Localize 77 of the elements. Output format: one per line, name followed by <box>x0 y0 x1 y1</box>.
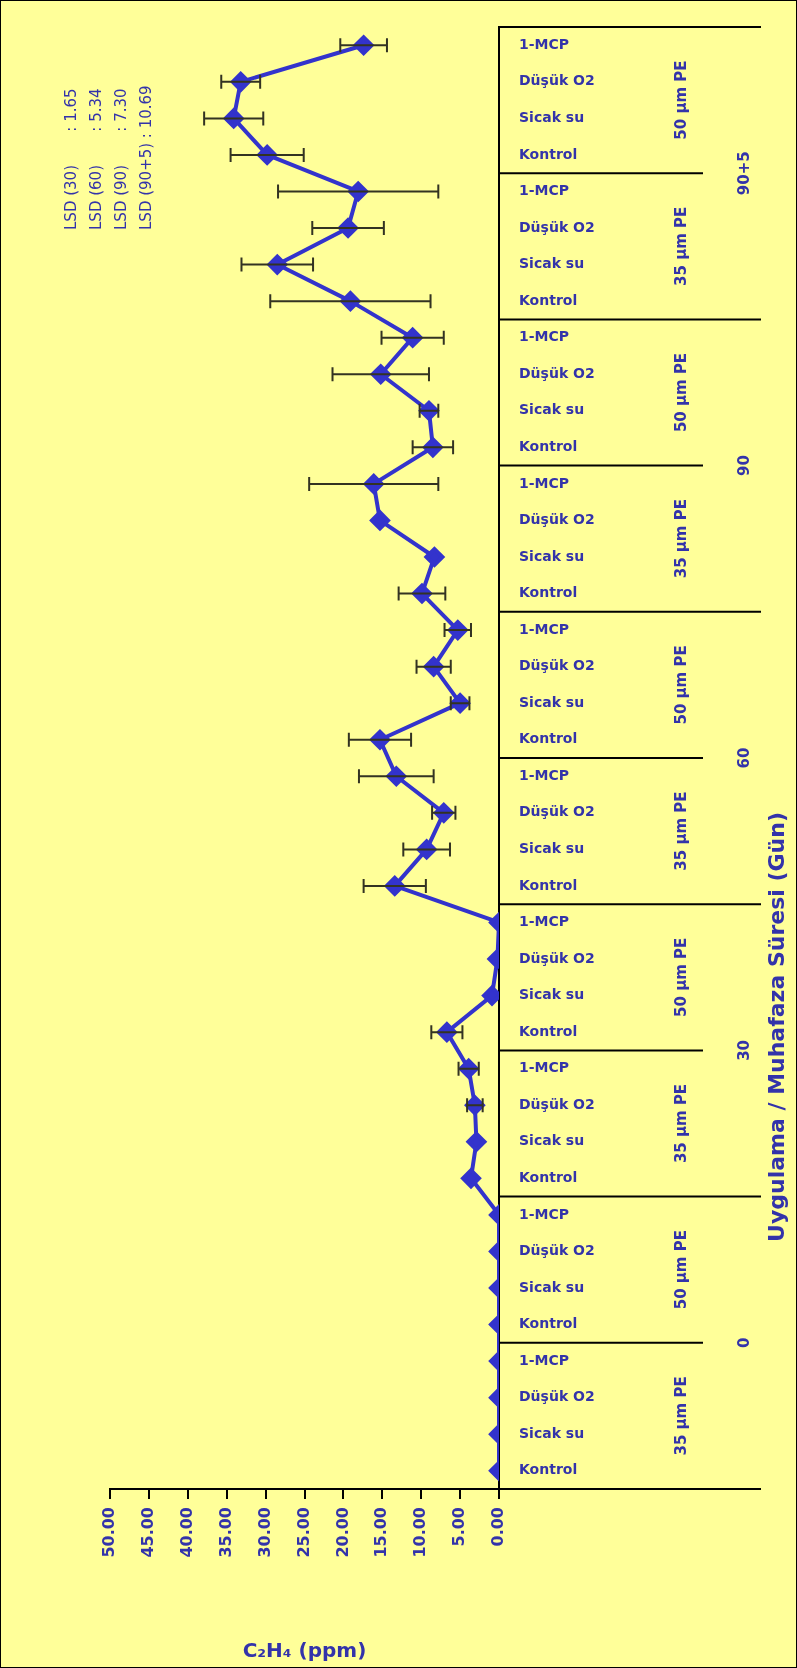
y-tick-label: Kontrol <box>519 145 578 162</box>
text: 0 <box>734 1337 753 1349</box>
y-tick-label: Düşük O2 <box>519 364 595 381</box>
x-tick-label: 35.00 <box>215 1507 235 1558</box>
x-tick-label: 45.00 <box>138 1507 158 1558</box>
text: 90 <box>734 455 753 477</box>
text: 50 µm PE <box>671 352 690 433</box>
point <box>369 510 390 531</box>
y-tick-label: 1-MCP <box>519 182 570 199</box>
text: 60 <box>734 747 753 769</box>
annotation: LSD (90) : 7.30 <box>111 88 130 230</box>
y-tick-label: Kontrol <box>519 876 578 893</box>
y-tick-label: 1-MCP <box>519 328 570 345</box>
point <box>466 1131 487 1152</box>
y-tick-label: 1-MCP <box>519 474 570 491</box>
y-tick-label: 1-MCP <box>519 35 570 52</box>
x-axis-title: C₂H₄ (ppm) <box>242 1638 367 1663</box>
text: 35 µm PE <box>671 1083 690 1164</box>
x-tick-label: 0.00 <box>488 1507 508 1547</box>
y-tick-label: Sicak su <box>519 840 585 857</box>
y-tick-label: Sicak su <box>519 1278 585 1295</box>
x-tick-label: 15.00 <box>371 1507 391 1558</box>
text: 50 µm PE <box>671 1230 690 1310</box>
y-tick-label: Sicak su <box>519 401 585 418</box>
x-tick-label: 30.00 <box>254 1507 274 1558</box>
text: 50 µm PE <box>671 937 690 1017</box>
y-tick-label: Düşük O2 <box>519 1388 595 1405</box>
text: 50 µm PE <box>671 60 690 140</box>
text: 35 µm PE <box>671 1376 690 1456</box>
y-tick-label: Kontrol <box>519 584 578 601</box>
y-tick-label: Düşük O2 <box>519 949 595 966</box>
text: 35 µm PE <box>671 499 690 579</box>
y-tick-label: 1-MCP <box>519 766 570 783</box>
y-tick-label: Düşük O2 <box>519 657 595 674</box>
y-tick-label: Kontrol <box>519 1168 578 1185</box>
y-tick-label: Kontrol <box>519 1315 578 1332</box>
text: 90+5 <box>734 151 753 196</box>
text: 30 <box>734 1039 753 1061</box>
text: LSD (60) : 5.34 <box>86 88 105 230</box>
y-tick-label: Kontrol <box>519 1461 578 1478</box>
point <box>424 546 445 567</box>
y-tick-label: Sicak su <box>519 1132 585 1149</box>
point <box>482 985 499 1006</box>
text: Uygulama / Muhafaza Süresi (Gün) <box>763 812 789 1242</box>
text: 50 µm PE <box>671 645 690 725</box>
y-tick-label: 1-MCP <box>519 620 570 637</box>
y-tick-label: Düşük O2 <box>519 218 595 235</box>
x-tick-label: 40.00 <box>176 1507 196 1558</box>
y-tick-label: Sicak su <box>519 109 585 126</box>
y-tick-label: Kontrol <box>519 291 578 308</box>
y-tick-label: 1-MCP <box>519 1059 570 1076</box>
y-tick-label: Sicak su <box>519 547 585 564</box>
x-tick-label: 20.00 <box>332 1507 352 1558</box>
y-tick-label: Kontrol <box>519 437 578 454</box>
y-tick-label: 1-MCP <box>519 913 570 930</box>
y-tick-label: 1-MCP <box>519 1351 570 1368</box>
text: 35 µm PE <box>671 791 690 871</box>
y-tick-label: Düşük O2 <box>519 803 595 820</box>
y-tick-label: Kontrol <box>519 1022 578 1039</box>
y-tick-label: Sicak su <box>519 986 585 1003</box>
y-tick-label: Sicak su <box>519 255 585 272</box>
x-tick-label: 10.00 <box>410 1507 430 1558</box>
text: LSD (30) : 1.65 <box>61 88 80 230</box>
point <box>460 1168 481 1189</box>
x-tick-label: 50.00 <box>99 1507 119 1558</box>
y-tick-label: Düşük O2 <box>519 72 595 89</box>
y-tick-label: Sicak su <box>519 1424 585 1441</box>
y-tick-label: Kontrol <box>519 730 578 747</box>
y-tick-label: Sicak su <box>519 693 585 710</box>
y-tick-label: Düşük O2 <box>519 1095 595 1112</box>
y-tick-label: 1-MCP <box>519 1205 570 1222</box>
y-tick-label: Düşük O2 <box>519 1242 595 1259</box>
y-tick-label: Düşük O2 <box>519 511 595 528</box>
annotation: LSD (90+5) : 10.69 <box>136 85 155 230</box>
x-tick-label: 5.00 <box>449 1507 469 1547</box>
x-tick-label: 25.00 <box>293 1507 313 1558</box>
text: 35 µm PE <box>671 206 690 286</box>
